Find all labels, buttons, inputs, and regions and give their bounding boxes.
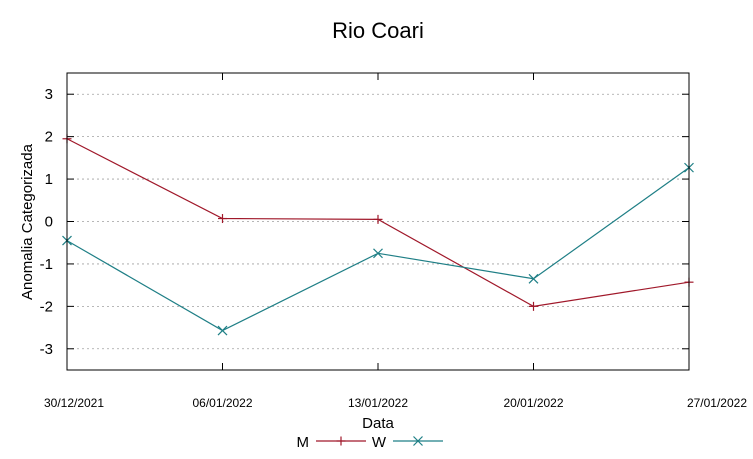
data-point-w [373,248,383,259]
y-tick-label: 3 [45,86,53,103]
data-point-w [528,273,539,284]
plot-frame [66,72,690,371]
chart-title: Rio Coari [332,18,424,43]
x-tick-label: 06/01/2022 [192,396,252,410]
legend: M W [297,434,443,451]
y-tick-label: 0 [45,214,53,231]
x-tick-label: 30/12/2021 [44,396,104,410]
y-tick-label: -3 [40,341,53,358]
x-axis-label: Data [362,415,394,432]
legend-sample-w [393,436,443,446]
data-point-w [217,325,228,336]
x-tick-label: 20/01/2022 [503,396,563,410]
data-point-m [373,214,383,224]
y-tick-label: -2 [40,298,53,315]
data-point-m [529,301,538,311]
x-tick-label: 13/01/2022 [348,396,408,410]
y-tick-label: 1 [45,171,53,188]
legend-label-w: W [372,434,387,451]
series-lines [62,134,694,336]
y-axis-ticks: 3 2 1 0 -1 -2 -3 [40,86,689,358]
legend-label-m: M [297,434,310,451]
x-axis-ticks: 30/12/2021 06/01/2022 13/01/2022 20/01/2022… [44,73,747,410]
legend-marker [413,436,423,446]
y-tick-label: 2 [45,129,53,146]
x-tick-label: 27/01/2022 [687,396,747,410]
legend-sample-m [316,436,366,446]
legend-marker [336,436,346,446]
y-tick-label: -1 [40,256,53,273]
data-point-m [218,214,227,224]
y-axis-label: Anomalia Categorizada [19,143,36,300]
